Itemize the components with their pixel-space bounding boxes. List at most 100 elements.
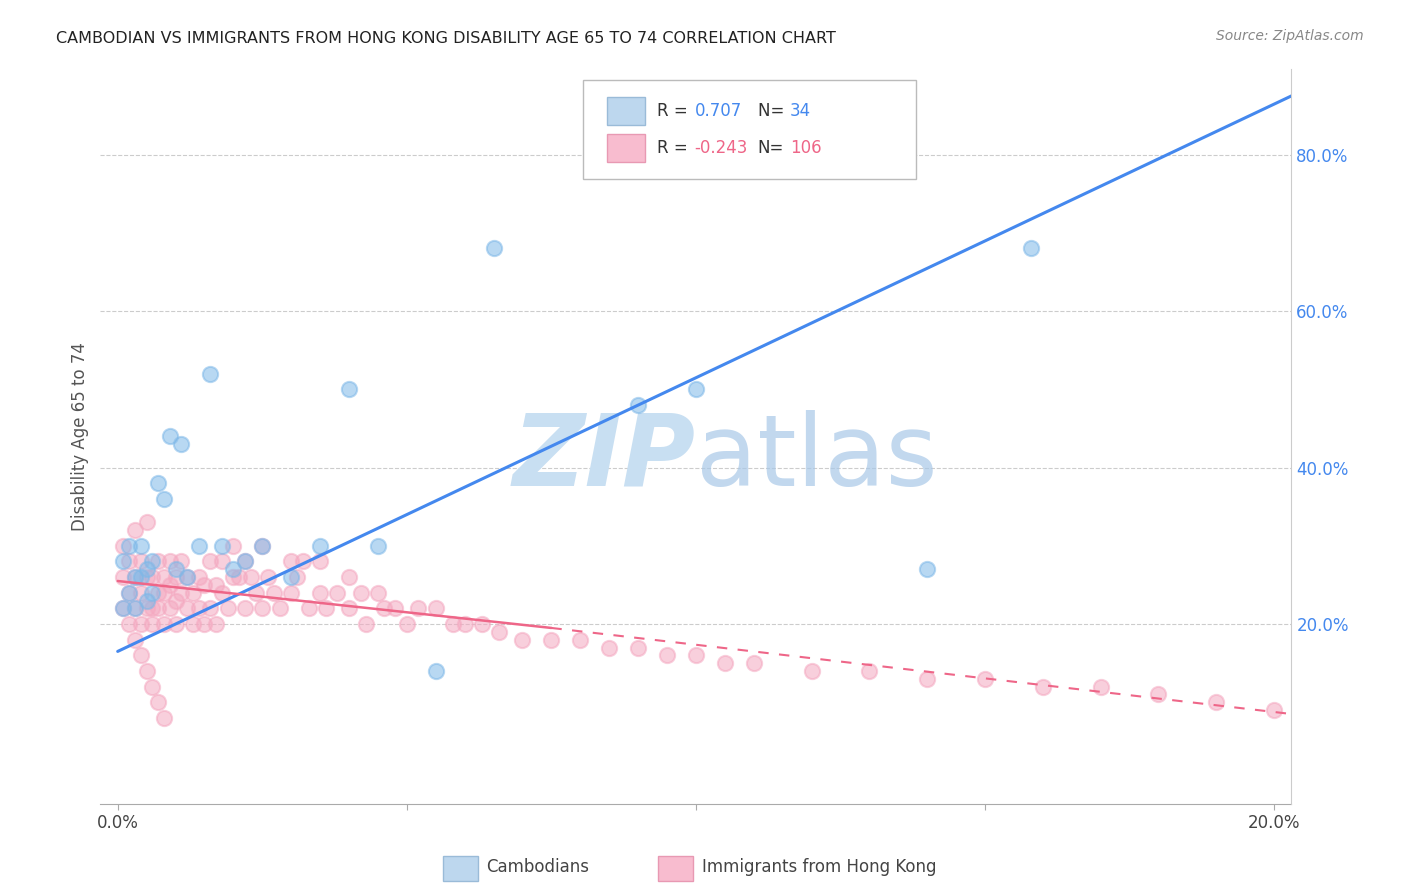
Text: ZIP: ZIP xyxy=(513,409,696,507)
Point xyxy=(118,585,141,599)
Point xyxy=(187,539,209,553)
Point xyxy=(118,554,141,568)
Point xyxy=(627,398,650,412)
Point xyxy=(1019,242,1042,256)
Text: R =: R = xyxy=(657,139,693,157)
Point xyxy=(257,570,280,584)
Point xyxy=(263,585,285,599)
Point xyxy=(211,554,233,568)
Point xyxy=(540,632,562,647)
Point xyxy=(124,632,146,647)
Point xyxy=(269,601,291,615)
Text: atlas: atlas xyxy=(696,409,938,507)
Point xyxy=(159,578,181,592)
Bar xyxy=(606,134,645,162)
Point xyxy=(146,695,169,709)
Point xyxy=(112,554,135,568)
Point xyxy=(146,601,169,615)
Point xyxy=(285,570,308,584)
Point xyxy=(112,601,135,615)
Point xyxy=(222,539,245,553)
Point xyxy=(176,570,198,584)
Text: 34: 34 xyxy=(790,103,811,120)
Point xyxy=(471,617,494,632)
Point xyxy=(141,585,163,599)
Point xyxy=(159,554,181,568)
Point xyxy=(170,585,193,599)
Point xyxy=(146,554,169,568)
Point xyxy=(118,585,141,599)
Point xyxy=(187,601,209,615)
Point xyxy=(1032,680,1054,694)
Point xyxy=(291,554,314,568)
Point xyxy=(181,617,204,632)
Point xyxy=(425,601,447,615)
Point xyxy=(124,601,146,615)
Point xyxy=(222,570,245,584)
Point xyxy=(205,578,228,592)
Y-axis label: Disability Age 65 to 74: Disability Age 65 to 74 xyxy=(72,342,89,531)
Text: N=: N= xyxy=(758,103,789,120)
FancyBboxPatch shape xyxy=(582,79,917,178)
Point xyxy=(135,562,157,576)
Point xyxy=(252,539,274,553)
Point xyxy=(141,601,163,615)
Point xyxy=(200,554,222,568)
Point xyxy=(915,672,938,686)
Text: 106: 106 xyxy=(790,139,821,157)
Point xyxy=(337,382,360,396)
Text: 0.707: 0.707 xyxy=(695,103,742,120)
Point xyxy=(858,664,880,678)
Point xyxy=(135,664,157,678)
Point xyxy=(153,570,176,584)
Text: Source: ZipAtlas.com: Source: ZipAtlas.com xyxy=(1216,29,1364,43)
Bar xyxy=(606,97,645,125)
Point xyxy=(915,562,938,576)
Point xyxy=(124,570,146,584)
Point xyxy=(165,593,187,607)
Point xyxy=(228,570,250,584)
Point xyxy=(280,585,302,599)
Point xyxy=(280,570,302,584)
Point xyxy=(124,601,146,615)
Point xyxy=(211,539,233,553)
Text: CAMBODIAN VS IMMIGRANTS FROM HONG KONG DISABILITY AGE 65 TO 74 CORRELATION CHART: CAMBODIAN VS IMMIGRANTS FROM HONG KONG D… xyxy=(56,31,837,46)
Point xyxy=(1090,680,1112,694)
Point xyxy=(384,601,406,615)
Point xyxy=(146,476,169,491)
Point xyxy=(153,617,176,632)
Point xyxy=(337,601,360,615)
Point xyxy=(193,617,215,632)
Point xyxy=(408,601,430,615)
Point xyxy=(153,585,176,599)
Text: -0.243: -0.243 xyxy=(695,139,748,157)
Point xyxy=(326,585,349,599)
Point xyxy=(205,617,228,632)
Point xyxy=(112,539,135,553)
Point xyxy=(187,570,209,584)
Point xyxy=(800,664,823,678)
Point xyxy=(252,539,274,553)
Point xyxy=(200,367,222,381)
Point xyxy=(176,570,198,584)
Point xyxy=(685,382,707,396)
Point xyxy=(193,578,215,592)
Point xyxy=(129,539,152,553)
Point xyxy=(974,672,997,686)
Point xyxy=(367,539,389,553)
Point xyxy=(453,617,475,632)
Point xyxy=(159,601,181,615)
Point xyxy=(159,429,181,443)
Point xyxy=(685,648,707,663)
Point xyxy=(367,585,389,599)
Point xyxy=(598,640,620,655)
Point xyxy=(373,601,395,615)
Point xyxy=(315,601,337,615)
Point xyxy=(112,570,135,584)
Point xyxy=(135,601,157,615)
Point xyxy=(1205,695,1227,709)
Point xyxy=(1147,688,1170,702)
Point xyxy=(356,617,378,632)
Text: Cambodians: Cambodians xyxy=(486,858,589,876)
Point xyxy=(118,539,141,553)
